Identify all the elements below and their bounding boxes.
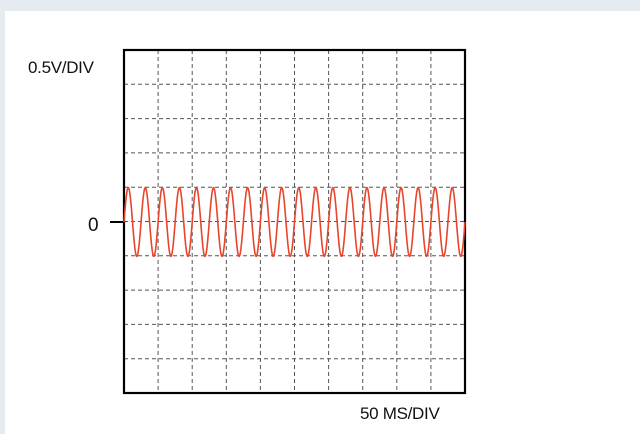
time-per-div-label: 50 MS/DIV [360, 404, 440, 423]
signal-trace [123, 186, 466, 258]
volts-per-div-label: 0.5V/DIV [28, 58, 94, 77]
zero-marker-label: 0 [88, 215, 99, 236]
